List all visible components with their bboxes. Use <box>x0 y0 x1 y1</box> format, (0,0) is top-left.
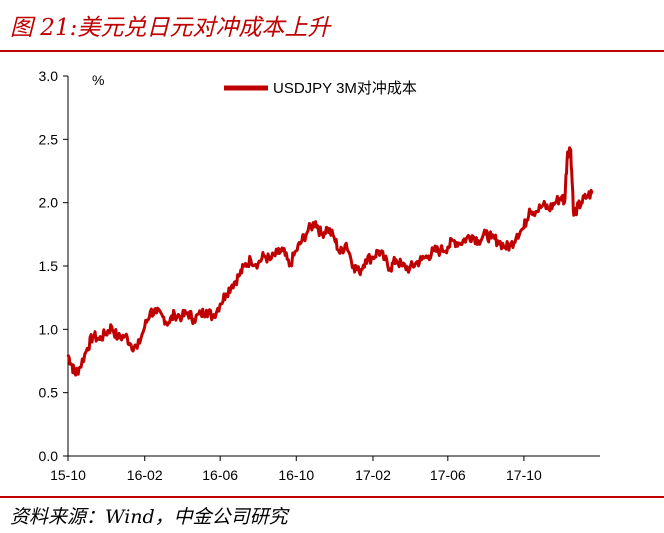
y-tick-label: 0.5 <box>39 385 59 401</box>
x-tick-label: 17-10 <box>506 467 542 483</box>
x-tick-label: 17-02 <box>355 467 391 483</box>
y-tick-label: 2.5 <box>39 131 59 147</box>
y-tick-label: 0.0 <box>39 448 59 464</box>
y-tick-label: 1.0 <box>39 321 59 337</box>
y-axis-unit-label: % <box>92 72 104 88</box>
y-axis-ticks: 0.0 0.5 1.0 1.5 2.0 2.5 3.0 <box>39 68 68 464</box>
figure-title: 图 21:美元兑日元对冲成本上升 <box>10 15 331 41</box>
legend: USDJPY 3M对冲成本 <box>224 80 417 97</box>
x-tick-label: 17-06 <box>430 467 466 483</box>
y-tick-label: 2.0 <box>39 195 59 211</box>
source-note: 资料来源：Wind，中金公司研究 <box>10 506 288 528</box>
series-line <box>66 146 594 377</box>
x-axis-ticks: 15-10 16-02 16-06 16-10 17-02 17-06 17-10 <box>50 456 542 483</box>
x-tick-label: 15-10 <box>50 467 86 483</box>
legend-label: USDJPY 3M对冲成本 <box>273 80 417 97</box>
x-tick-label: 16-06 <box>202 467 238 483</box>
y-tick-label: 1.5 <box>39 258 59 274</box>
x-tick-label: 16-02 <box>127 467 163 483</box>
x-tick-label: 16-10 <box>278 467 314 483</box>
title-divider <box>0 50 664 52</box>
y-tick-label: 3.0 <box>39 68 59 84</box>
source-divider <box>0 496 664 498</box>
chart-axes <box>67 76 600 457</box>
